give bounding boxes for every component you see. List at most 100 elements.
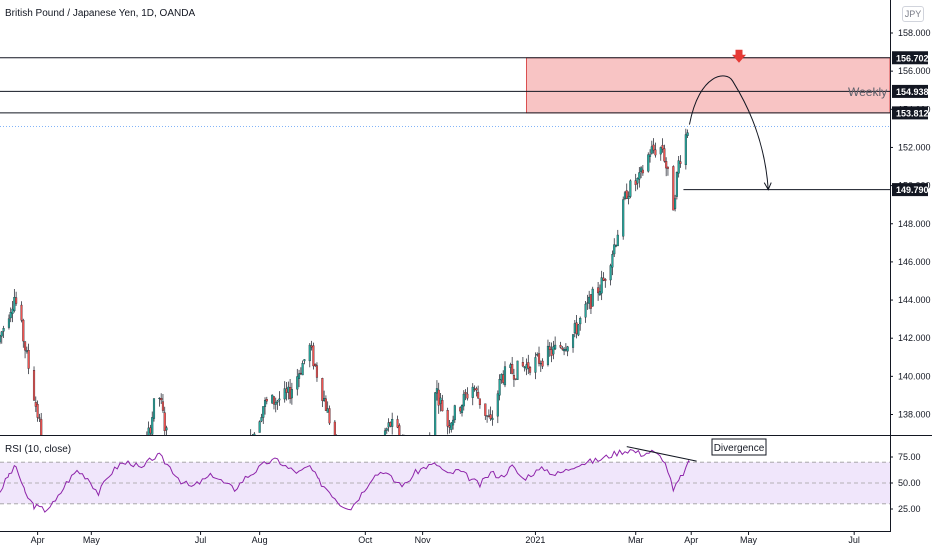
candle-body (2, 328, 5, 332)
candle (616, 229, 619, 247)
candle-body (496, 393, 499, 417)
candle (263, 397, 267, 415)
candle (446, 407, 449, 435)
candle (258, 420, 261, 433)
candle (554, 336, 557, 350)
candle (661, 138, 664, 153)
candle (272, 396, 276, 410)
candle-body (466, 393, 469, 399)
candle-body (503, 366, 507, 386)
candle (638, 167, 641, 188)
candle (546, 339, 550, 367)
candle (312, 342, 315, 370)
currency-badge[interactable]: JPY (902, 6, 924, 22)
candle-body (324, 398, 327, 411)
candle-body (602, 277, 605, 281)
candle-body (625, 190, 628, 199)
candle (684, 128, 687, 170)
candle-body (677, 160, 680, 174)
candle-body (484, 403, 487, 416)
candle-body (600, 277, 603, 294)
candle (161, 394, 165, 413)
candle (484, 403, 487, 420)
candle-body (561, 347, 564, 350)
candle-body (634, 180, 637, 185)
candle (666, 166, 669, 176)
candle (383, 427, 387, 435)
candle-body (588, 296, 591, 304)
candle (152, 398, 156, 422)
time-tick-label: May (83, 535, 101, 545)
candle (290, 382, 293, 405)
candle-body (7, 318, 11, 328)
candle-body (323, 398, 326, 402)
candle-body (611, 254, 614, 268)
candle-body (303, 359, 306, 362)
candle-body (554, 344, 557, 350)
candle (434, 392, 437, 435)
candle-body (289, 387, 292, 399)
candle (627, 191, 630, 205)
candle-body (473, 388, 476, 390)
candle-body (604, 279, 607, 281)
candle-body (665, 161, 668, 169)
candle-body (500, 373, 503, 381)
candle (597, 281, 600, 301)
candle (559, 341, 562, 349)
candle-body (529, 367, 532, 373)
candle (274, 397, 277, 413)
candle (577, 324, 580, 337)
candle-body (151, 417, 154, 435)
candle (7, 314, 11, 330)
candle-body (614, 245, 618, 247)
candle (36, 400, 39, 422)
projection-arrowhead (763, 182, 772, 191)
candle-body (448, 425, 451, 428)
time-tick-label: Apr (31, 535, 45, 545)
candle-body (446, 410, 449, 427)
candle-body (308, 344, 311, 362)
candle (396, 415, 399, 429)
candle (477, 385, 480, 399)
time-tick-label: Jul (195, 535, 207, 545)
rsi-group (0, 449, 890, 513)
candle (453, 404, 456, 423)
candle (471, 383, 474, 406)
symbol-title: British Pound / Japanese Yen, 1D, OANDA (5, 8, 196, 19)
candle-body (575, 322, 578, 335)
candle-body (675, 172, 678, 197)
candle (584, 301, 587, 323)
candle-body (537, 353, 541, 364)
price-level-label: 153.812 (896, 108, 929, 118)
candle (534, 352, 537, 380)
candle (13, 288, 16, 313)
price-tick-label: 138.000 (898, 410, 931, 420)
candle-body (315, 365, 319, 378)
candle (496, 390, 499, 424)
candle-body (278, 398, 281, 401)
candle (625, 183, 628, 200)
candle-body (459, 407, 462, 412)
time-tick-label: Oct (358, 535, 373, 545)
candle-body (396, 419, 399, 428)
candle-body (502, 374, 505, 383)
candle-body (511, 364, 514, 374)
candle-body (541, 360, 544, 367)
supply-zone (526, 57, 891, 114)
candle-body (597, 287, 600, 294)
candle-body (573, 323, 576, 334)
candle (548, 342, 551, 357)
candle-body (391, 419, 394, 427)
price-level-label: 149.790 (896, 185, 929, 195)
price-tick-label: 148.000 (898, 219, 931, 229)
candle-body (563, 349, 566, 352)
candle-body (158, 397, 161, 400)
candle (20, 301, 23, 323)
candle-body (586, 302, 589, 304)
candle-body (32, 370, 36, 401)
time-tick-label: Mar (628, 535, 644, 545)
candle (283, 381, 286, 403)
candle (278, 391, 281, 406)
candle-body (613, 244, 616, 255)
candle (250, 429, 252, 435)
